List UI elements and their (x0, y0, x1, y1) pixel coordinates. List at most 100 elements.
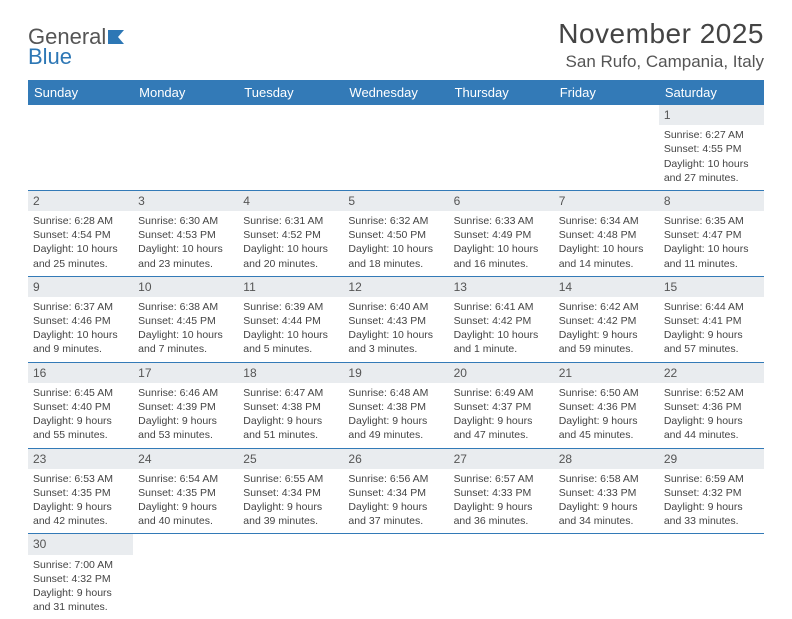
calendar-row: 30Sunrise: 7:00 AMSunset: 4:32 PMDayligh… (28, 534, 764, 619)
day-sunset: Sunset: 4:47 PM (664, 228, 759, 242)
day-sunset: Sunset: 4:42 PM (559, 314, 654, 328)
day-number: 11 (238, 277, 343, 297)
calendar-cell: 27Sunrise: 6:57 AMSunset: 4:33 PMDayligh… (449, 448, 554, 534)
calendar-row: 9Sunrise: 6:37 AMSunset: 4:46 PMDaylight… (28, 276, 764, 362)
day-sunrise: Sunrise: 6:50 AM (559, 386, 654, 400)
day-number: 24 (133, 449, 238, 469)
day-sunrise: Sunrise: 6:32 AM (348, 214, 443, 228)
day-number: 26 (343, 449, 448, 469)
day-sunrise: Sunrise: 6:53 AM (33, 472, 128, 486)
day-sunset: Sunset: 4:36 PM (664, 400, 759, 414)
day-daylight: Daylight: 9 hours and 53 minutes. (138, 414, 233, 442)
calendar-cell: 9Sunrise: 6:37 AMSunset: 4:46 PMDaylight… (28, 276, 133, 362)
day-sunrise: Sunrise: 6:38 AM (138, 300, 233, 314)
day-daylight: Daylight: 10 hours and 11 minutes. (664, 242, 759, 270)
weekday-header: Friday (554, 80, 659, 105)
calendar-row: 2Sunrise: 6:28 AMSunset: 4:54 PMDaylight… (28, 190, 764, 276)
calendar-cell: 22Sunrise: 6:52 AMSunset: 4:36 PMDayligh… (659, 362, 764, 448)
weekday-header-row: Sunday Monday Tuesday Wednesday Thursday… (28, 80, 764, 105)
day-sunset: Sunset: 4:48 PM (559, 228, 654, 242)
calendar-cell: 7Sunrise: 6:34 AMSunset: 4:48 PMDaylight… (554, 190, 659, 276)
location-label: San Rufo, Campania, Italy (558, 52, 764, 72)
day-sunset: Sunset: 4:35 PM (138, 486, 233, 500)
day-daylight: Daylight: 9 hours and 40 minutes. (138, 500, 233, 528)
day-number: 8 (659, 191, 764, 211)
day-sunrise: Sunrise: 6:27 AM (664, 128, 759, 142)
day-sunset: Sunset: 4:42 PM (454, 314, 549, 328)
calendar-cell (659, 534, 764, 619)
day-sunrise: Sunrise: 6:47 AM (243, 386, 338, 400)
day-daylight: Daylight: 10 hours and 5 minutes. (243, 328, 338, 356)
day-daylight: Daylight: 9 hours and 34 minutes. (559, 500, 654, 528)
calendar-cell (28, 105, 133, 190)
calendar-cell (238, 105, 343, 190)
calendar-cell (133, 534, 238, 619)
calendar-cell: 18Sunrise: 6:47 AMSunset: 4:38 PMDayligh… (238, 362, 343, 448)
day-daylight: Daylight: 10 hours and 14 minutes. (559, 242, 654, 270)
calendar-cell: 26Sunrise: 6:56 AMSunset: 4:34 PMDayligh… (343, 448, 448, 534)
day-sunrise: Sunrise: 6:37 AM (33, 300, 128, 314)
day-sunset: Sunset: 4:54 PM (33, 228, 128, 242)
day-sunset: Sunset: 4:33 PM (454, 486, 549, 500)
day-sunset: Sunset: 4:37 PM (454, 400, 549, 414)
calendar-cell: 2Sunrise: 6:28 AMSunset: 4:54 PMDaylight… (28, 190, 133, 276)
day-daylight: Daylight: 10 hours and 7 minutes. (138, 328, 233, 356)
calendar-cell: 25Sunrise: 6:55 AMSunset: 4:34 PMDayligh… (238, 448, 343, 534)
day-sunset: Sunset: 4:33 PM (559, 486, 654, 500)
calendar-cell (449, 534, 554, 619)
day-details: Sunrise: 6:59 AMSunset: 4:32 PMDaylight:… (659, 469, 764, 534)
day-details: Sunrise: 6:40 AMSunset: 4:43 PMDaylight:… (343, 297, 448, 362)
day-number: 13 (449, 277, 554, 297)
day-daylight: Daylight: 10 hours and 1 minute. (454, 328, 549, 356)
day-details: Sunrise: 6:38 AMSunset: 4:45 PMDaylight:… (133, 297, 238, 362)
weekday-header: Sunday (28, 80, 133, 105)
day-sunrise: Sunrise: 6:33 AM (454, 214, 549, 228)
day-sunrise: Sunrise: 6:35 AM (664, 214, 759, 228)
calendar-row: 23Sunrise: 6:53 AMSunset: 4:35 PMDayligh… (28, 448, 764, 534)
day-details: Sunrise: 6:39 AMSunset: 4:44 PMDaylight:… (238, 297, 343, 362)
day-sunrise: Sunrise: 6:31 AM (243, 214, 338, 228)
day-sunset: Sunset: 4:43 PM (348, 314, 443, 328)
day-sunrise: Sunrise: 6:42 AM (559, 300, 654, 314)
day-daylight: Daylight: 10 hours and 18 minutes. (348, 242, 443, 270)
calendar-table: Sunday Monday Tuesday Wednesday Thursday… (28, 80, 764, 619)
brand-part2: Blue (28, 44, 72, 70)
day-number: 21 (554, 363, 659, 383)
day-sunrise: Sunrise: 6:55 AM (243, 472, 338, 486)
calendar-cell: 12Sunrise: 6:40 AMSunset: 4:43 PMDayligh… (343, 276, 448, 362)
weekday-header: Thursday (449, 80, 554, 105)
day-number: 3 (133, 191, 238, 211)
calendar-row: 16Sunrise: 6:45 AMSunset: 4:40 PMDayligh… (28, 362, 764, 448)
day-number: 16 (28, 363, 133, 383)
day-sunset: Sunset: 4:39 PM (138, 400, 233, 414)
day-details: Sunrise: 6:30 AMSunset: 4:53 PMDaylight:… (133, 211, 238, 276)
calendar-cell: 13Sunrise: 6:41 AMSunset: 4:42 PMDayligh… (449, 276, 554, 362)
calendar-cell: 15Sunrise: 6:44 AMSunset: 4:41 PMDayligh… (659, 276, 764, 362)
calendar-cell: 29Sunrise: 6:59 AMSunset: 4:32 PMDayligh… (659, 448, 764, 534)
day-daylight: Daylight: 9 hours and 42 minutes. (33, 500, 128, 528)
day-sunset: Sunset: 4:38 PM (348, 400, 443, 414)
day-sunset: Sunset: 4:36 PM (559, 400, 654, 414)
day-sunrise: Sunrise: 6:34 AM (559, 214, 654, 228)
day-sunrise: Sunrise: 6:48 AM (348, 386, 443, 400)
day-daylight: Daylight: 9 hours and 44 minutes. (664, 414, 759, 442)
day-details: Sunrise: 6:46 AMSunset: 4:39 PMDaylight:… (133, 383, 238, 448)
day-details: Sunrise: 6:31 AMSunset: 4:52 PMDaylight:… (238, 211, 343, 276)
calendar-cell: 16Sunrise: 6:45 AMSunset: 4:40 PMDayligh… (28, 362, 133, 448)
calendar-cell: 10Sunrise: 6:38 AMSunset: 4:45 PMDayligh… (133, 276, 238, 362)
day-details: Sunrise: 6:47 AMSunset: 4:38 PMDaylight:… (238, 383, 343, 448)
calendar-cell (133, 105, 238, 190)
day-sunrise: Sunrise: 6:40 AM (348, 300, 443, 314)
calendar-cell: 24Sunrise: 6:54 AMSunset: 4:35 PMDayligh… (133, 448, 238, 534)
day-sunset: Sunset: 4:44 PM (243, 314, 338, 328)
day-number: 28 (554, 449, 659, 469)
calendar-cell (449, 105, 554, 190)
day-daylight: Daylight: 10 hours and 23 minutes. (138, 242, 233, 270)
day-sunset: Sunset: 4:41 PM (664, 314, 759, 328)
weekday-header: Saturday (659, 80, 764, 105)
day-number: 15 (659, 277, 764, 297)
day-daylight: Daylight: 9 hours and 33 minutes. (664, 500, 759, 528)
day-details: Sunrise: 6:35 AMSunset: 4:47 PMDaylight:… (659, 211, 764, 276)
day-details: Sunrise: 6:56 AMSunset: 4:34 PMDaylight:… (343, 469, 448, 534)
day-daylight: Daylight: 9 hours and 49 minutes. (348, 414, 443, 442)
